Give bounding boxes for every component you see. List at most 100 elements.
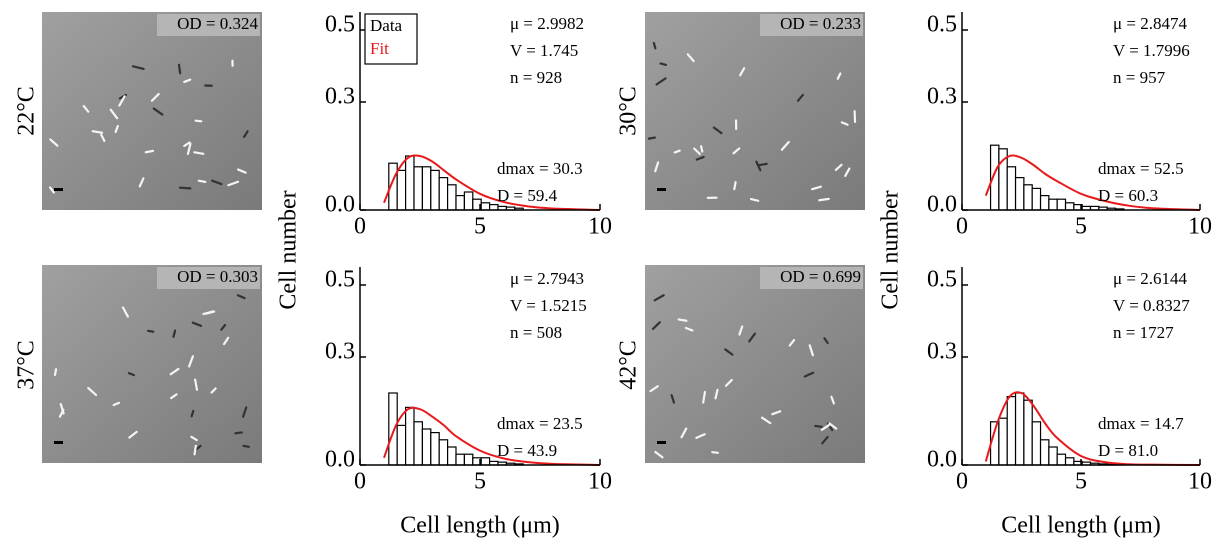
cell xyxy=(714,388,719,400)
histogram-bar xyxy=(1064,202,1075,211)
scale-bar xyxy=(54,441,63,444)
cell xyxy=(131,65,145,71)
histogram-bar xyxy=(480,202,491,211)
cell xyxy=(147,329,155,333)
annotation: μ = 2.9982 xyxy=(510,14,584,33)
cell xyxy=(53,368,58,377)
cell xyxy=(58,408,65,418)
cell xyxy=(190,435,198,442)
cell xyxy=(220,323,227,331)
panel-label: 22°C xyxy=(14,86,40,136)
x-tick-label: 0 xyxy=(956,469,968,495)
cell xyxy=(749,197,760,202)
cell xyxy=(242,444,251,448)
panel-label: 37°C xyxy=(14,340,40,390)
annotation: n = 957 xyxy=(1113,68,1166,87)
histogram-bar xyxy=(430,169,440,211)
x-tick-label: 5 xyxy=(474,214,486,240)
y-tick-label: 0.0 xyxy=(325,447,355,473)
y-tick-label: 0.0 xyxy=(927,447,957,473)
histogram-bar xyxy=(463,453,474,466)
legend-entry: Data xyxy=(370,16,403,35)
annotation: V = 0.8327 xyxy=(1113,296,1190,315)
histogram-bar xyxy=(438,177,449,211)
histogram-bar xyxy=(480,457,491,466)
cell xyxy=(712,126,723,135)
annotation: V = 1.745 xyxy=(510,41,578,60)
histogram-bar xyxy=(421,428,432,466)
histogram-bar xyxy=(1031,421,1042,466)
cell xyxy=(673,149,681,154)
y-tick-label: 0.5 xyxy=(325,12,355,38)
histogram-bar xyxy=(1048,446,1058,466)
cell xyxy=(188,355,194,368)
cell xyxy=(693,147,701,156)
x-tick-label: 0 xyxy=(354,469,366,495)
histogram-bar xyxy=(489,204,499,211)
cell xyxy=(227,180,240,187)
cell xyxy=(205,310,216,315)
od-box xyxy=(760,14,863,36)
cell xyxy=(48,186,55,194)
cell xyxy=(840,121,849,126)
panel-label: 42°C xyxy=(616,340,642,390)
histogram-bar xyxy=(421,166,432,211)
cell xyxy=(780,140,790,151)
scale-bar xyxy=(54,188,63,191)
histogram-bar xyxy=(1064,457,1075,466)
histogram-bar xyxy=(447,184,457,211)
cell xyxy=(194,378,199,391)
cell xyxy=(695,433,706,439)
histogram-bar xyxy=(1048,198,1058,211)
cell xyxy=(818,197,830,202)
cell xyxy=(183,141,191,148)
annotation: V = 1.5215 xyxy=(510,296,587,315)
cell xyxy=(652,41,657,50)
od-box xyxy=(157,267,260,289)
cell xyxy=(193,444,197,456)
cell xyxy=(820,423,831,431)
y-tick-label: 0.5 xyxy=(325,267,355,293)
histogram-bar xyxy=(1039,439,1050,466)
histogram-bar xyxy=(1014,177,1025,211)
cell xyxy=(788,338,796,347)
cell xyxy=(177,63,182,75)
y-tick-label: 0.3 xyxy=(927,339,957,365)
cell xyxy=(112,401,121,407)
cell xyxy=(190,409,195,418)
x-axis-label: Cell length (μm) xyxy=(400,513,560,539)
cell xyxy=(237,168,247,174)
cell xyxy=(236,294,246,300)
annotation: dmax = 30.3 xyxy=(497,159,583,178)
cell xyxy=(834,163,843,172)
y-tick-label: 0.3 xyxy=(325,339,355,365)
y-tick-label: 0.3 xyxy=(325,84,355,110)
x-tick-label: 5 xyxy=(1075,214,1087,240)
cell xyxy=(194,119,203,123)
cell xyxy=(172,329,177,338)
cell xyxy=(191,321,203,327)
cell xyxy=(702,390,707,404)
cell xyxy=(647,136,657,140)
scale-bar xyxy=(657,441,666,444)
annotation: D = 43.9 xyxy=(497,441,557,460)
cell xyxy=(170,393,178,400)
cell xyxy=(654,450,664,459)
cell xyxy=(830,395,835,405)
cell xyxy=(677,318,688,322)
x-tick-label: 5 xyxy=(474,469,486,495)
histogram-bar xyxy=(413,421,423,466)
od-label: OD = 0.324 xyxy=(177,14,258,33)
cell xyxy=(659,62,668,66)
x-tick-label: 10 xyxy=(1188,214,1212,240)
cell xyxy=(178,186,192,190)
cell xyxy=(732,147,741,155)
cell xyxy=(82,104,90,113)
histogram-bar xyxy=(1039,195,1050,211)
cell xyxy=(128,430,138,439)
histogram-bar xyxy=(463,191,474,211)
histogram-bar xyxy=(1023,399,1033,466)
cell xyxy=(796,93,805,102)
fit-curve xyxy=(984,154,1201,211)
